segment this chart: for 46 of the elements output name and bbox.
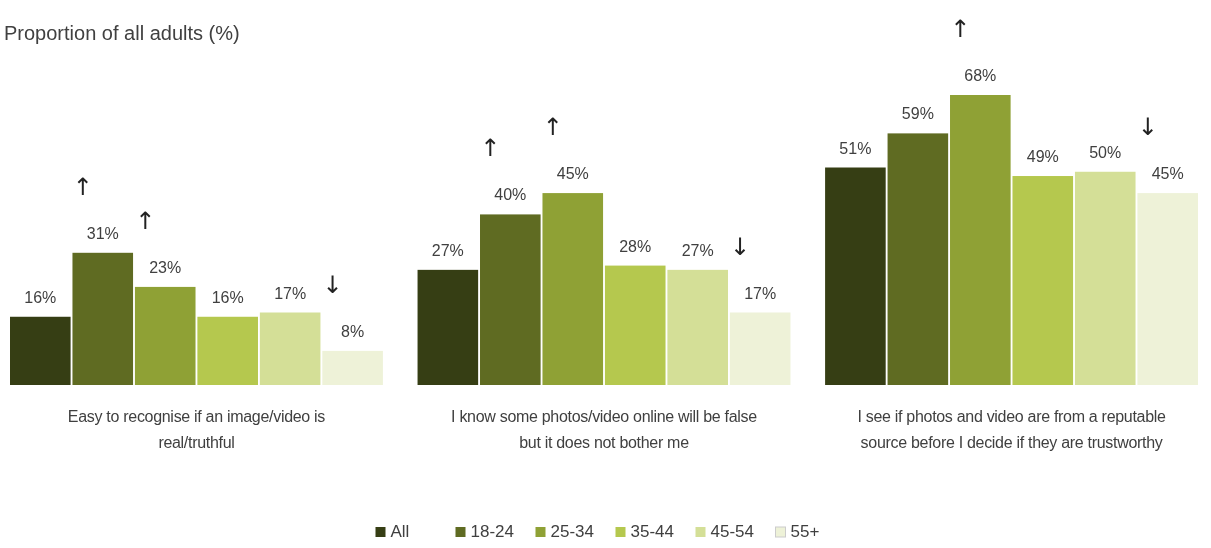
bar	[417, 269, 479, 385]
bar	[259, 312, 321, 385]
bar	[134, 286, 196, 385]
bar	[542, 193, 604, 385]
data-label: 49%	[1026, 148, 1059, 166]
legend-label: 55+	[790, 522, 820, 541]
data-label: 28%	[619, 237, 652, 255]
data-label: 59%	[901, 105, 934, 123]
legend-label: 25-34	[550, 522, 594, 541]
bar	[10, 316, 71, 385]
data-label: 17%	[274, 284, 307, 302]
chart-title: Proportion of all adults (%)	[4, 22, 240, 44]
bar	[825, 167, 886, 385]
bar	[480, 214, 541, 385]
data-label: ↑ 40%	[480, 134, 527, 204]
legend-label: 45-54	[710, 522, 754, 541]
x-tick-label: I see if photos and video are from a reputable source before I decide if they are trustworthy	[857, 408, 1167, 451]
bar	[1074, 171, 1136, 385]
data-label: 27%	[431, 241, 464, 259]
data-label: ↑ 68%	[950, 15, 997, 84]
bar	[1137, 193, 1198, 385]
bar	[667, 269, 728, 385]
data-label: ↑ 23%	[135, 206, 182, 276]
data-label: ↑ 31%	[72, 172, 119, 242]
data-label: ↓ 45%	[1137, 113, 1184, 183]
data-label: ↓ 8%	[322, 270, 365, 340]
bar	[197, 316, 258, 385]
data-label: ↓ 17%	[730, 232, 777, 302]
bar	[1012, 176, 1074, 385]
data-label: 50%	[1089, 143, 1122, 161]
data-label: ↑ 45%	[542, 113, 589, 183]
data-label: 51%	[839, 139, 872, 157]
data-label: 16%	[24, 288, 57, 306]
bar	[950, 95, 1011, 385]
data-label: 16%	[211, 288, 244, 306]
legend-label: 18-24	[470, 522, 514, 541]
legend-label: 35-44	[630, 522, 674, 541]
bar	[887, 133, 949, 385]
bar	[729, 312, 791, 385]
x-tick-label: Easy to recognise if an image/video is real/truthful	[67, 408, 326, 451]
bar	[604, 265, 666, 385]
x-tick-label: I know some photos/video online will be false but it does not bother me	[451, 408, 758, 451]
bar	[322, 350, 383, 385]
bar	[72, 252, 134, 385]
legend-label: All	[390, 522, 410, 541]
data-label: 27%	[681, 241, 714, 259]
